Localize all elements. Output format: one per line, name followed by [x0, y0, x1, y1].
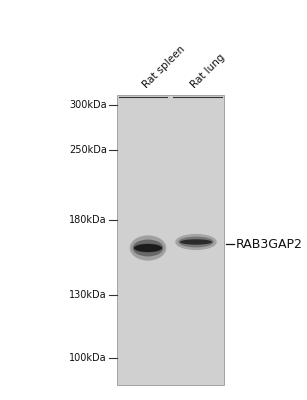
Text: 100kDa: 100kDa	[69, 353, 107, 363]
Ellipse shape	[130, 235, 166, 261]
Ellipse shape	[180, 239, 212, 245]
Text: 300kDa: 300kDa	[69, 100, 107, 110]
Text: RAB3GAP2: RAB3GAP2	[236, 238, 303, 250]
Ellipse shape	[133, 240, 163, 256]
Text: Rat spleen: Rat spleen	[141, 44, 187, 90]
Text: 130kDa: 130kDa	[69, 290, 107, 300]
Text: 250kDa: 250kDa	[69, 145, 107, 155]
Ellipse shape	[134, 244, 162, 252]
FancyBboxPatch shape	[117, 95, 224, 385]
Ellipse shape	[178, 236, 214, 247]
Ellipse shape	[175, 234, 217, 250]
Text: Rat lung: Rat lung	[189, 52, 227, 90]
Text: 180kDa: 180kDa	[69, 215, 107, 225]
